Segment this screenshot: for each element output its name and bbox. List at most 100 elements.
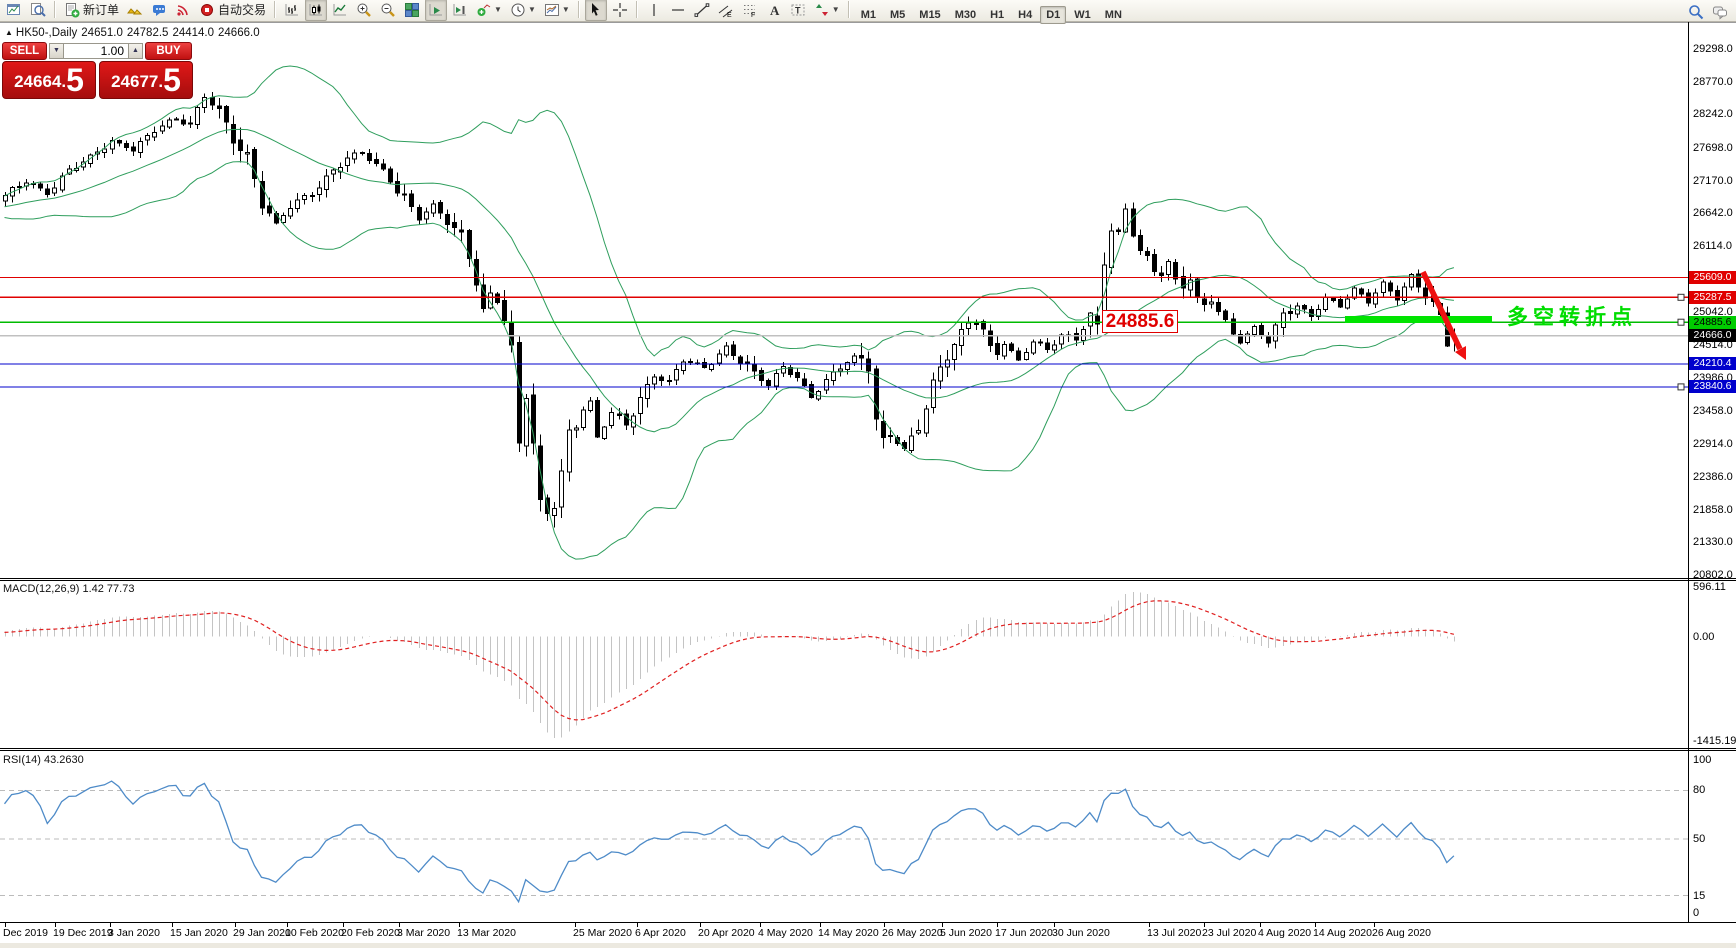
date-label: 26 May 2020 (882, 927, 943, 939)
candles-button[interactable] (305, 0, 328, 21)
auto-scroll-button[interactable] (425, 0, 448, 21)
chat-button[interactable] (1709, 1, 1731, 23)
price-level-tag[interactable]: 24885.6 (1689, 316, 1736, 329)
date-label: 23 Jul 2020 (1202, 927, 1257, 939)
horizontal-line-icon (670, 2, 686, 18)
buy-button[interactable]: BUY (145, 41, 192, 60)
price-tick-label: 25042.0 (1693, 306, 1733, 318)
zoom-in-button[interactable] (353, 0, 375, 21)
toolbar-separator (577, 0, 580, 18)
price-level-tag[interactable]: 25287.5 (1689, 291, 1736, 304)
date-label: 25 Mar 2020 (573, 927, 632, 939)
text-icon: A (766, 2, 782, 18)
signals-button[interactable] (172, 0, 194, 21)
ohlc-low: 24414.0 (172, 27, 215, 39)
vertical-line-icon (646, 2, 662, 18)
linechart-button[interactable] (329, 0, 351, 21)
price-tick-label: 20802.0 (1693, 569, 1733, 581)
vertical-line-button[interactable] (643, 0, 665, 21)
collapse-icon[interactable]: ▲ (5, 28, 13, 37)
gold-button[interactable] (124, 0, 146, 21)
timeframe-m15-button[interactable]: M15 (919, 8, 941, 21)
messenger-button[interactable] (148, 0, 170, 21)
symbol-period-label: HK50-,Daily (15, 27, 78, 39)
arrows-button[interactable]: ▼ (811, 0, 843, 21)
zoom-out-button[interactable] (377, 0, 399, 21)
toolbar-buttons: 新订单 自动交易 ▼ ▼ ▼ E F A T ▼ M1 M5 M15 M30 H1 H4 D1 W1 MN (2, 0, 1129, 24)
signals-icon (175, 2, 191, 18)
date-label: 15 Jan 2020 (170, 927, 228, 939)
search-button[interactable] (1685, 1, 1707, 23)
price-level-tag[interactable]: 24666.0 (1689, 329, 1736, 342)
bars-button[interactable] (281, 0, 303, 21)
date-label: 14 May 2020 (818, 927, 879, 939)
date-label: 30 Jun 2020 (1052, 927, 1110, 939)
equidistant-channel-button[interactable]: E (715, 0, 737, 21)
cursor-button[interactable] (584, 0, 607, 21)
trendline-button[interactable] (691, 0, 713, 21)
price-tick-label: 24514.0 (1693, 339, 1733, 351)
bid-price-panel[interactable]: 24664. 5 (2, 61, 96, 99)
timeframe-d1-button[interactable]: D1 (1040, 5, 1067, 24)
date-label: 5 Jun 2020 (940, 927, 992, 939)
price-annotation-box[interactable]: 24885.6 (1102, 310, 1178, 333)
tile-windows-button[interactable] (401, 0, 423, 21)
date-label: 26 Aug 2020 (1372, 927, 1431, 939)
rsi-label: RSI(14) 43.2630 (3, 754, 84, 766)
price-tick-label: 22914.0 (1693, 438, 1733, 450)
periods-button[interactable]: ▼ (507, 0, 539, 21)
bid-price-pip: 5 (66, 62, 84, 98)
templates-button[interactable]: ▼ (541, 0, 573, 21)
crosshair-button[interactable] (609, 0, 631, 21)
date-label: 10 Feb 2020 (285, 927, 344, 939)
price-level-tag[interactable]: 25609.0 (1689, 271, 1736, 284)
timeframe-mn-button[interactable]: MN (1104, 8, 1122, 21)
price-level-tag[interactable]: 24210.4 (1689, 357, 1736, 370)
new-chart-icon (6, 2, 22, 18)
autotrading-button[interactable]: 自动交易 (196, 0, 269, 21)
timeframe-h4-button[interactable]: H4 (1018, 8, 1033, 21)
timeframe-w1-button[interactable]: W1 (1074, 8, 1091, 21)
equidistant-channel-icon: E (718, 2, 734, 18)
timeframe-h1-button[interactable]: H1 (990, 8, 1005, 21)
timeframe-m30-button[interactable]: M30 (954, 8, 977, 21)
bid-price-main: 24664 (14, 72, 62, 91)
volume-decrease-button[interactable]: ▼ (49, 42, 64, 59)
date-label: 6 Apr 2020 (635, 927, 686, 939)
chart-shift-button[interactable] (449, 0, 471, 21)
bars-icon (284, 2, 300, 18)
periods-icon (510, 2, 526, 18)
horizontal-line-button[interactable] (667, 0, 689, 21)
fibonacci-button[interactable]: F (739, 0, 761, 21)
tile-windows-icon (404, 2, 420, 18)
volume-increase-button[interactable]: ▲ (128, 42, 143, 59)
date-label: 3 Mar 2020 (397, 927, 451, 939)
price-tick-label: 22386.0 (1693, 471, 1733, 483)
macd-label: MACD(12,26,9) 1.42 77.73 (3, 583, 135, 595)
zoom-out-icon (380, 2, 396, 18)
date-label: 4 May 2020 (758, 927, 813, 939)
new-order-button[interactable]: 新订单 (61, 0, 122, 21)
indicators-dropdown-icon: ▼ (494, 5, 502, 14)
svg-text:A: A (770, 3, 780, 18)
timeframe-m5-button[interactable]: M5 (890, 8, 906, 21)
price-tick-label: 28242.0 (1693, 108, 1733, 120)
toolbar-right (1684, 1, 1732, 23)
profiles-button[interactable] (27, 0, 49, 21)
arrows-icon (814, 2, 830, 18)
timeframe-m1-button[interactable]: M1 (860, 8, 876, 21)
sell-button[interactable]: SELL (2, 41, 47, 60)
text-label-button[interactable]: T (787, 0, 809, 21)
ask-price-main: 24677 (111, 72, 159, 91)
volume-input[interactable]: 1.00 (64, 42, 128, 59)
macd-axis-max: 596.11 (1693, 581, 1726, 593)
new-chart-button[interactable] (3, 0, 25, 21)
ohlc-high: 24782.5 (126, 27, 169, 39)
price-level-tag[interactable]: 23840.6 (1689, 380, 1736, 393)
text-button[interactable]: A (763, 0, 785, 21)
turning-point-annotation[interactable]: 多空转折点 (1507, 306, 1637, 329)
ask-price-panel[interactable]: 24677. 5 (99, 61, 193, 99)
indicators-button[interactable]: ▼ (473, 0, 505, 21)
profiles-icon (30, 2, 46, 18)
